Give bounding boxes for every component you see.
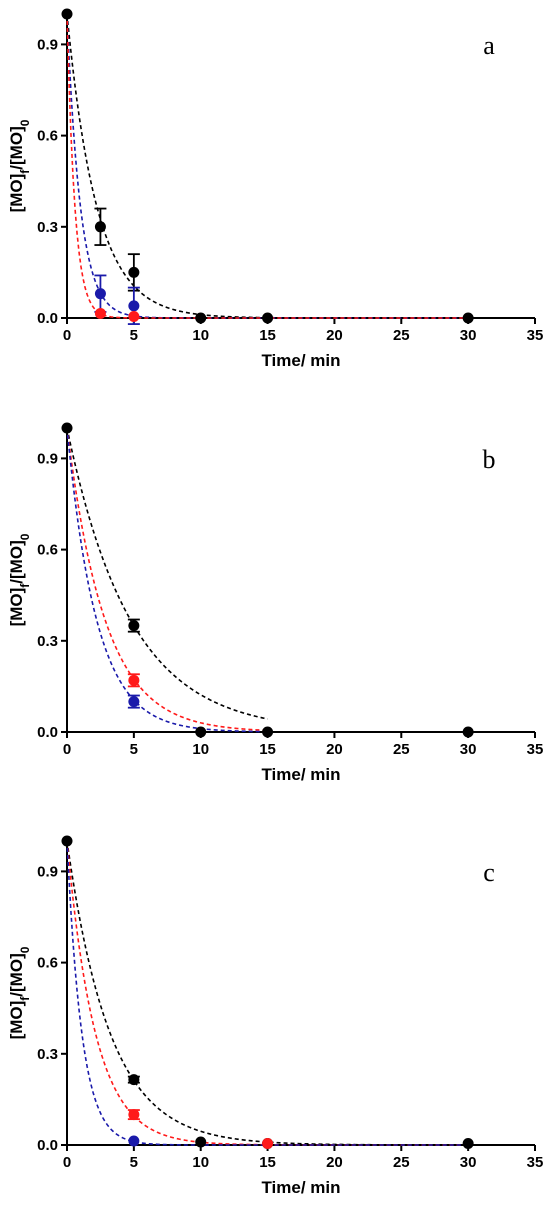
data-point <box>128 266 140 278</box>
x-tick-label: 0 <box>63 1154 71 1171</box>
y-tick-label: 0.0 <box>37 1137 58 1154</box>
x-tick-label: 25 <box>393 741 410 758</box>
x-tick-label: 20 <box>326 741 343 758</box>
data-point <box>128 310 140 322</box>
x-tick-label: 10 <box>192 1154 209 1171</box>
data-point <box>262 1137 274 1149</box>
data-point <box>195 726 207 738</box>
fit-curve-1 <box>66 427 268 732</box>
fit-curve-0 <box>66 13 469 319</box>
panel-label: a <box>483 31 495 60</box>
x-tick-label: 25 <box>393 1154 410 1171</box>
data-point <box>462 312 474 324</box>
data-point <box>128 1135 140 1147</box>
x-tick-label: 15 <box>259 1154 276 1171</box>
fit-curve-0 <box>66 427 268 720</box>
x-tick-label: 20 <box>326 327 343 344</box>
data-point <box>128 300 140 312</box>
y-tick-label: 0.9 <box>37 36 58 53</box>
data-point <box>262 312 274 324</box>
data-point <box>462 1137 474 1149</box>
data-point <box>128 674 140 686</box>
x-tick-label: 35 <box>527 1154 544 1171</box>
x-tick-label: 0 <box>63 741 71 758</box>
x-tick-label: 5 <box>130 741 138 758</box>
fit-curve-2 <box>66 840 469 1146</box>
x-tick-label: 35 <box>527 327 544 344</box>
y-tick-label: 0.9 <box>37 450 58 467</box>
data-point <box>94 307 106 319</box>
y-axis-label: [MO]f/[MO]0 <box>7 533 32 626</box>
chart-panel-b: 0 5 10 15 20 25 30 35 0.0 0.3 0.6 0.9 Time/ min [MO]f… <box>7 422 544 784</box>
data-point <box>128 620 140 632</box>
data-point <box>94 221 106 233</box>
data-point <box>94 288 106 300</box>
x-tick-label: 10 <box>192 327 209 344</box>
y-axis-label: [MO]f/[MO]0 <box>7 946 32 1039</box>
data-point <box>128 1109 140 1121</box>
data-point <box>61 835 73 847</box>
x-tick-label: 0 <box>63 327 71 344</box>
panel-label: b <box>483 445 496 474</box>
y-tick-label: 0.6 <box>37 128 58 145</box>
chart-panel-a: 0 5 10 15 20 25 30 35 0.0 0.3 0.6 0.9 Time/ min [MO]f… <box>7 8 544 370</box>
panel-label: c <box>483 858 495 887</box>
y-tick-label: 0.3 <box>37 219 58 236</box>
data-point <box>128 1074 140 1086</box>
fit-curve-0 <box>66 840 469 1146</box>
y-tick-label: 0.3 <box>37 1046 58 1063</box>
x-axis-label: Time/ min <box>261 765 340 784</box>
data-point <box>61 422 73 434</box>
y-tick-label: 0.0 <box>37 310 58 327</box>
x-tick-label: 5 <box>130 327 138 344</box>
x-tick-label: 15 <box>259 327 276 344</box>
x-tick-label: 30 <box>460 327 477 344</box>
x-tick-label: 20 <box>326 1154 343 1171</box>
data-point <box>462 726 474 738</box>
data-point <box>195 1136 207 1148</box>
x-tick-label: 10 <box>192 741 209 758</box>
chart-panel-c: 0 5 10 15 20 25 30 35 0.0 0.3 0.6 0.9 Time/ min [MO]f… <box>7 835 544 1197</box>
data-point <box>128 696 140 708</box>
y-tick-label: 0.3 <box>37 633 58 650</box>
x-axis-label: Time/ min <box>261 351 340 370</box>
data-point <box>262 726 274 738</box>
fit-curve-1 <box>66 13 469 319</box>
x-tick-label: 25 <box>393 327 410 344</box>
x-tick-label: 30 <box>460 1154 477 1171</box>
y-tick-label: 0.6 <box>37 955 58 972</box>
y-axis-label: [MO]f/[MO]0 <box>7 119 32 212</box>
x-tick-label: 15 <box>259 741 276 758</box>
y-tick-label: 0.6 <box>37 542 58 559</box>
x-tick-label: 30 <box>460 741 477 758</box>
y-tick-label: 0.9 <box>37 863 58 880</box>
y-tick-label: 0.0 <box>37 724 58 741</box>
fit-curve-2 <box>66 427 268 733</box>
data-point <box>61 8 73 20</box>
fit-curve-2 <box>66 13 469 319</box>
fit-curve-1 <box>66 840 469 1146</box>
x-axis-label: Time/ min <box>261 1178 340 1197</box>
x-tick-label: 35 <box>527 741 544 758</box>
data-point <box>195 312 207 324</box>
x-tick-label: 5 <box>130 1154 138 1171</box>
